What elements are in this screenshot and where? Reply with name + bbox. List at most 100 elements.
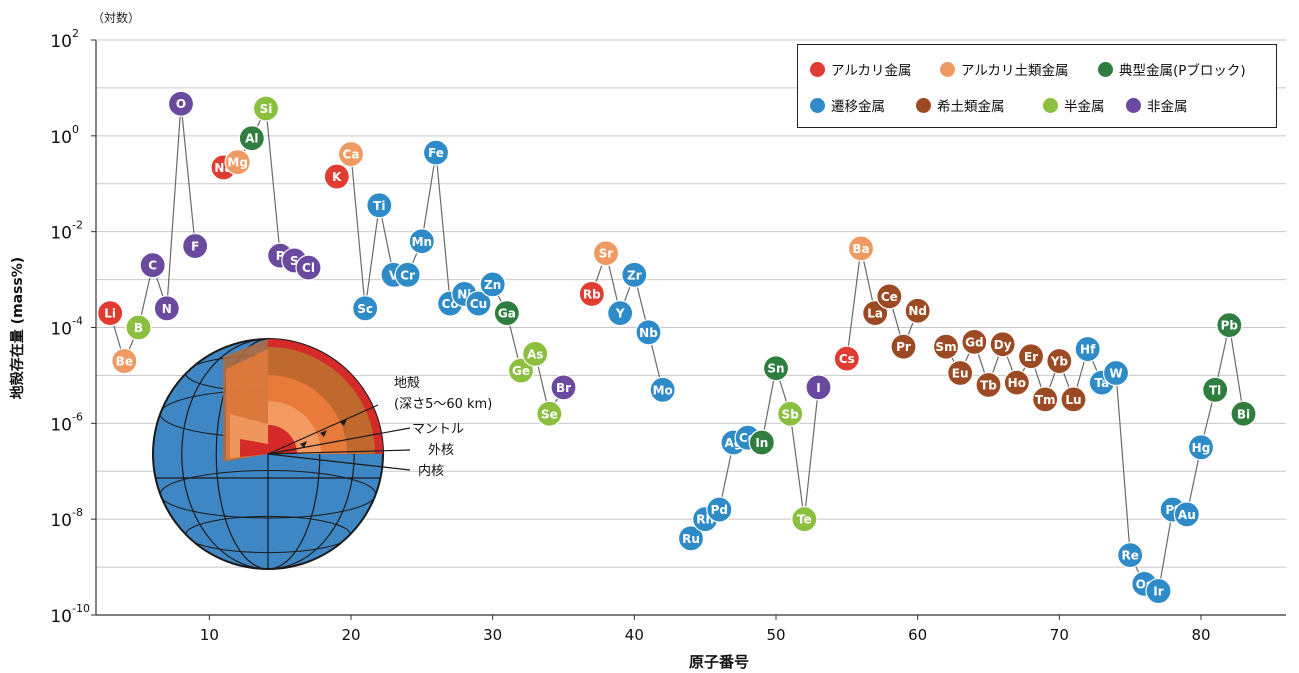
point-label: Nd <box>908 304 927 318</box>
x-tick-label: 70 <box>1050 626 1069 644</box>
point-sr: Sr <box>592 240 620 267</box>
point-marker <box>1216 312 1243 339</box>
point-marker <box>394 261 421 288</box>
point-ho: Ho <box>1003 369 1030 396</box>
point-w: W <box>1102 359 1130 387</box>
point-fe: Fe <box>422 139 450 166</box>
point-marker <box>507 357 535 384</box>
point-label: I <box>816 381 820 395</box>
point-label: Cs <box>839 352 855 366</box>
point-label: Sb <box>782 407 800 421</box>
point-marker <box>1145 577 1172 605</box>
inner-core-label: 内核 <box>418 463 444 479</box>
point-zr: Zr <box>621 261 648 288</box>
point-label: Hg <box>1192 441 1211 455</box>
point-ca: Ca <box>337 140 365 168</box>
point-te: Te <box>791 506 818 533</box>
point-ru: Ru <box>677 525 705 552</box>
point-y: Y <box>607 300 634 327</box>
y-tick-exponent: -4 <box>72 315 83 328</box>
x-tick-label: 10 <box>200 626 219 644</box>
point-label: Sm <box>935 340 956 354</box>
point-marker <box>777 400 804 427</box>
point-marker <box>366 192 393 219</box>
point-sm: Sm <box>932 333 960 360</box>
point-se: Se <box>536 400 563 427</box>
legend-dot <box>810 97 825 113</box>
mantle-label: マントル <box>412 422 464 437</box>
y-tick-label: 10 <box>50 415 72 435</box>
point-marker <box>550 374 577 401</box>
x-tick-label: 60 <box>908 626 927 644</box>
point-marker <box>890 333 917 360</box>
legend-item-post-transition: 典型金属(Pブロック) <box>1098 59 1246 79</box>
y-tick-exponent: -2 <box>72 219 83 232</box>
point-mg: Mg <box>224 149 251 176</box>
legend-label: 希土類金属 <box>937 99 1005 115</box>
point-sn: Sn <box>762 355 790 382</box>
legend-dot <box>1098 61 1113 77</box>
point-marker <box>536 400 563 427</box>
point-ir: Ir <box>1145 577 1172 605</box>
point-ti: Ti <box>366 192 393 219</box>
x-tick-labels: 10 20 30 40 50 60 70 80 <box>200 615 1211 644</box>
point-label: Be <box>116 355 133 369</box>
point-marker <box>1017 343 1045 370</box>
point-marker <box>862 300 889 327</box>
point-marker <box>125 314 152 341</box>
y-tick-exponent: -8 <box>72 506 83 519</box>
point-br: Br <box>550 374 577 401</box>
y-tick-label: 10 <box>50 128 72 148</box>
point-dy: Dy <box>989 331 1016 358</box>
point-label: W <box>1109 367 1122 381</box>
point-marker <box>224 149 251 176</box>
point-be: Be <box>111 347 138 375</box>
series-line <box>109 103 196 363</box>
point-gd: Gd <box>961 328 988 355</box>
point-label: Au <box>1178 508 1196 522</box>
point-marker <box>1202 376 1229 403</box>
point-tb: Tb <box>975 371 1002 399</box>
point-marker <box>1032 386 1059 413</box>
point-marker <box>961 328 988 355</box>
point-marker <box>97 300 124 327</box>
point-er: Er <box>1017 343 1045 370</box>
point-k: K <box>323 163 350 190</box>
point-label: Y <box>615 307 625 321</box>
point-label: Sn <box>767 362 784 376</box>
legend: アルカリ金属 アルカリ土類金属 典型金属(Pブロック) 遷移金属 希土類金属 半… <box>797 44 1277 128</box>
point-marker <box>649 376 676 403</box>
point-label: Ge <box>512 364 530 378</box>
point-marker <box>904 297 931 324</box>
point-marker <box>621 261 648 288</box>
y-axis-note: （対数） <box>92 10 140 25</box>
point-sc: Sc <box>352 295 379 322</box>
point-marker <box>479 271 506 298</box>
point-label: K <box>332 170 342 184</box>
point-marker <box>578 280 605 308</box>
point-mn: Mn <box>408 228 435 255</box>
point-marker <box>422 139 450 166</box>
y-tick-exponent: 2 <box>72 27 79 40</box>
x-tick-label: 30 <box>483 626 502 644</box>
point-marker <box>1060 386 1087 413</box>
point-cs: Cs <box>833 345 860 372</box>
point-label: Ce <box>881 290 898 304</box>
legend-item-alkaline-earth: アルカリ土類金属 <box>940 59 1068 79</box>
point-label: Te <box>797 513 812 527</box>
point-marker <box>975 371 1002 399</box>
point-tl: Tl <box>1202 376 1229 403</box>
y-tick-label: 10 <box>50 511 72 531</box>
point-label: Dy <box>994 338 1012 352</box>
point-label: B <box>134 321 143 335</box>
legend-label: 典型金属(Pブロック) <box>1119 63 1246 79</box>
point-marker <box>323 163 350 190</box>
point-label: Hf <box>1080 343 1096 357</box>
point-marker <box>592 240 620 267</box>
point-li: Li <box>97 300 124 327</box>
point-marker <box>522 340 549 367</box>
x-tick-label: 50 <box>766 626 785 644</box>
point-label: Tb <box>980 379 997 393</box>
